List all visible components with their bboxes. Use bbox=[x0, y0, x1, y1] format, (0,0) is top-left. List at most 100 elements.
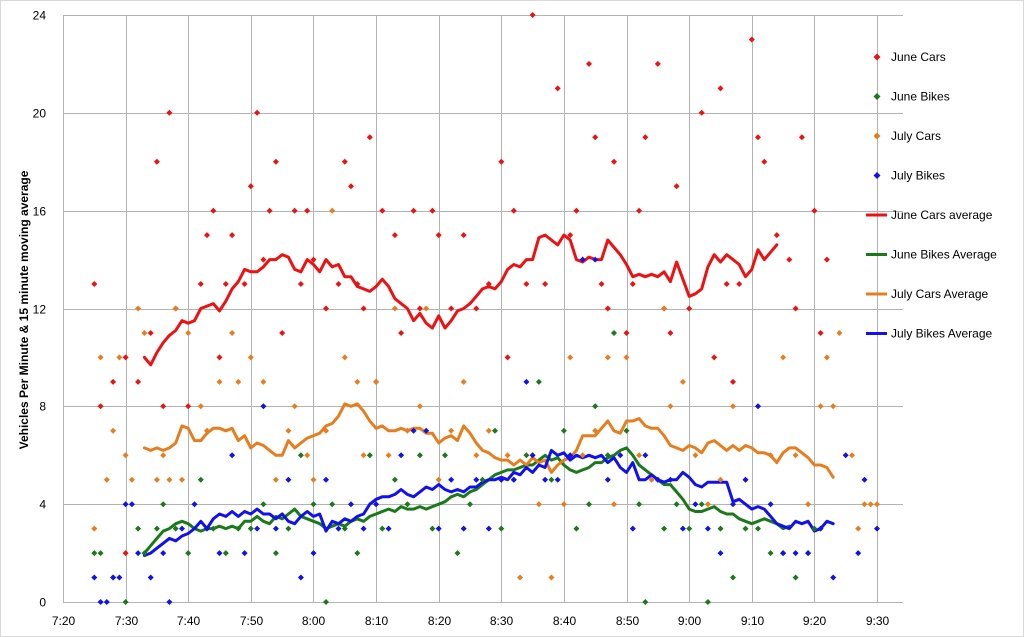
july-bikes-point bbox=[861, 476, 868, 483]
july-cars-point bbox=[103, 476, 110, 483]
july-cars-point bbox=[567, 354, 574, 361]
june-cars-point bbox=[222, 281, 229, 287]
x-tick-label: 8:40 bbox=[553, 614, 577, 628]
june-cars-point bbox=[210, 207, 217, 214]
july-bikes-point bbox=[617, 452, 624, 459]
july-bikes-point bbox=[216, 550, 223, 557]
june-bikes-point bbox=[730, 574, 736, 581]
july-cars-point bbox=[260, 378, 267, 385]
july-bikes-point bbox=[116, 574, 123, 581]
july-cars-point bbox=[517, 574, 524, 581]
x-tick-label: 7:20 bbox=[52, 614, 76, 628]
june-bikes-point bbox=[755, 525, 761, 532]
june-cars-point bbox=[379, 207, 386, 214]
july-cars-point bbox=[692, 452, 699, 459]
june-bikes-point bbox=[185, 550, 192, 557]
july-cars-point bbox=[141, 330, 148, 336]
july-cars-point bbox=[767, 452, 774, 459]
june-cars-point bbox=[698, 109, 705, 116]
july-bikes-point bbox=[103, 599, 110, 605]
x-tick-label: 7:30 bbox=[115, 614, 139, 628]
july-bikes-point bbox=[135, 550, 142, 557]
july-cars-point bbox=[730, 403, 736, 410]
june-bikes-point bbox=[329, 501, 336, 508]
july-cars-point bbox=[661, 305, 668, 312]
july-bikes-point bbox=[792, 550, 799, 557]
july-cars-point bbox=[504, 452, 511, 459]
july-cars-point bbox=[679, 378, 686, 385]
june-cars-point bbox=[435, 232, 442, 239]
july-bikes-point bbox=[529, 452, 536, 459]
july-bikes-point bbox=[629, 525, 636, 532]
y-tick-label: 24 bbox=[33, 9, 47, 23]
july-cars-point bbox=[172, 305, 179, 312]
june-bikes-point bbox=[122, 599, 129, 605]
july-cars-point bbox=[423, 305, 430, 312]
july-cars-point bbox=[128, 476, 135, 483]
july-bikes-point bbox=[272, 525, 279, 532]
june-bikes-average-line bbox=[142, 446, 791, 555]
legend-item-july-cars: July Cars bbox=[873, 129, 941, 143]
june-cars-point bbox=[291, 207, 298, 214]
legend-marker bbox=[873, 93, 881, 100]
july-bikes-point bbox=[817, 525, 824, 532]
july-cars-point bbox=[153, 476, 160, 483]
june-bikes-point bbox=[548, 476, 555, 483]
june-bikes-point bbox=[341, 525, 348, 532]
legend-item-june-cars: June Cars bbox=[873, 50, 946, 64]
july-bikes-point bbox=[554, 476, 561, 483]
july-cars-point bbox=[874, 501, 880, 508]
june-cars-point bbox=[498, 158, 505, 165]
july-bikes-point bbox=[460, 525, 467, 532]
legend-item-june-bikes-average: June Bikes Average bbox=[866, 248, 997, 262]
july-bikes-point bbox=[717, 550, 724, 557]
june-cars-point bbox=[216, 354, 223, 361]
legend-item-june-cars-average: June Cars average bbox=[866, 208, 993, 222]
july-cars-point bbox=[97, 354, 104, 361]
july-bikes-point bbox=[485, 525, 492, 532]
june-cars-point bbox=[523, 281, 530, 287]
june-bikes-point bbox=[354, 550, 361, 557]
june-cars-point bbox=[554, 85, 561, 92]
x-tick-label: 8:30 bbox=[490, 614, 514, 628]
y-tick-label: 4 bbox=[39, 498, 46, 512]
june-bikes-point bbox=[560, 427, 567, 434]
june-bikes-point bbox=[416, 452, 423, 459]
june-cars-point bbox=[398, 330, 405, 336]
july-bikes-point bbox=[335, 525, 342, 532]
june-cars-point bbox=[229, 232, 236, 239]
june-cars-point bbox=[166, 109, 173, 116]
july-cars-point bbox=[272, 476, 279, 483]
june-cars-point bbox=[611, 158, 617, 165]
june-cars-point bbox=[730, 378, 736, 385]
june-bikes-point bbox=[704, 599, 711, 605]
july-cars-point bbox=[304, 452, 311, 459]
july-cars-point bbox=[404, 427, 411, 434]
june-cars-point bbox=[204, 232, 210, 239]
july-cars-point bbox=[830, 403, 837, 410]
july-bikes-point bbox=[805, 550, 812, 557]
june-cars-point bbox=[711, 354, 718, 361]
june-bikes-point bbox=[222, 550, 229, 557]
june-cars-point bbox=[586, 60, 592, 67]
june-bikes-point bbox=[717, 525, 724, 532]
legend-label: July Cars Average bbox=[891, 287, 988, 301]
june-cars-point bbox=[723, 281, 730, 287]
june-bikes-point bbox=[442, 452, 448, 459]
july-bikes-point bbox=[254, 525, 261, 532]
july-cars-point bbox=[204, 427, 210, 434]
july-cars-point bbox=[867, 501, 874, 508]
june-bikes-point bbox=[573, 525, 580, 532]
x-tick-label: 9:00 bbox=[678, 614, 702, 628]
july-bikes-point bbox=[166, 599, 173, 605]
plot-area bbox=[91, 12, 880, 605]
july-bikes-point bbox=[767, 501, 774, 508]
july-cars-point bbox=[341, 354, 348, 361]
june-bikes-point bbox=[492, 427, 498, 434]
july-bikes-point bbox=[704, 525, 711, 532]
legend-label: June Bikes Average bbox=[891, 248, 997, 262]
june-bikes-point bbox=[391, 476, 398, 483]
july-cars-point bbox=[385, 452, 392, 459]
june-cars-point bbox=[91, 281, 98, 287]
july-bikes-point bbox=[523, 378, 530, 385]
